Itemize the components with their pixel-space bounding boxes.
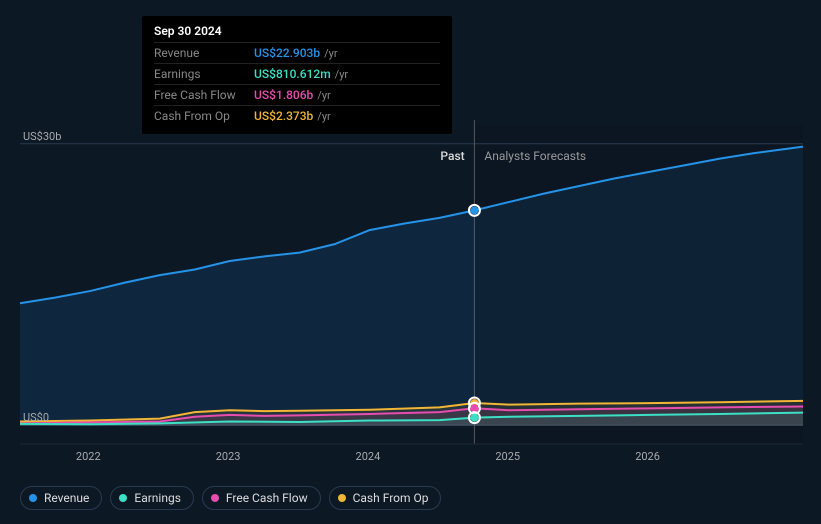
legend-item-free-cash-flow[interactable]: Free Cash Flow [202, 486, 321, 510]
tooltip-row: Free Cash FlowUS$1.806b/yr [154, 84, 440, 105]
tooltip-row: Cash From OpUS$2.373b/yr [154, 105, 440, 126]
x-axis-label: 2024 [356, 450, 381, 463]
legend-dot-icon [119, 494, 127, 502]
legend-item-earnings[interactable]: Earnings [110, 486, 194, 510]
x-axis-label: 2023 [216, 450, 241, 463]
y-axis-label: US$30b [23, 130, 61, 143]
x-axis-label: 2026 [635, 450, 660, 463]
x-axis-label: 2022 [76, 450, 101, 463]
tooltip-rows: RevenueUS$22.903b/yrEarningsUS$810.612m/… [154, 42, 440, 126]
legend-dot-icon [211, 494, 219, 502]
forecast-label: Analysts Forecasts [484, 149, 586, 163]
legend-item-cash-from-op[interactable]: Cash From Op [329, 486, 442, 510]
tooltip-metric-unit: /yr [317, 87, 330, 105]
y-axis-label: US$0 [23, 411, 49, 424]
past-label: Past [440, 149, 464, 163]
legend-label: Cash From Op [353, 491, 429, 505]
tooltip-metric-value: US$2.373b [254, 107, 313, 125]
legend-dot-icon [29, 494, 37, 502]
tooltip-row: EarningsUS$810.612m/yr [154, 63, 440, 84]
tooltip-metric-unit: /yr [324, 45, 337, 63]
tooltip-row: RevenueUS$22.903b/yr [154, 42, 440, 63]
chart-tooltip: Sep 30 2024 RevenueUS$22.903b/yrEarnings… [142, 16, 452, 134]
legend-label: Earnings [134, 491, 181, 505]
tooltip-metric-label: Free Cash Flow [154, 86, 254, 104]
tooltip-metric-label: Revenue [154, 44, 254, 62]
legend-label: Revenue [44, 491, 89, 505]
earnings-revenue-chart: { "chart": { "type": "line", "width": 82… [0, 0, 821, 524]
chart-legend: Revenue Earnings Free Cash Flow Cash From O… [20, 486, 441, 510]
legend-label: Free Cash Flow [226, 491, 308, 505]
tooltip-metric-label: Earnings [154, 65, 254, 83]
tooltip-metric-unit: /yr [317, 108, 330, 126]
legend-item-revenue[interactable]: Revenue [20, 486, 102, 510]
tooltip-metric-value: US$810.612m [254, 65, 331, 83]
tooltip-metric-unit: /yr [335, 66, 348, 84]
x-axis-label: 2025 [495, 450, 520, 463]
tooltip-metric-value: US$1.806b [254, 86, 313, 104]
tooltip-metric-value: US$22.903b [254, 44, 320, 62]
tooltip-date: Sep 30 2024 [154, 24, 440, 38]
tooltip-metric-label: Cash From Op [154, 107, 254, 125]
legend-dot-icon [338, 494, 346, 502]
